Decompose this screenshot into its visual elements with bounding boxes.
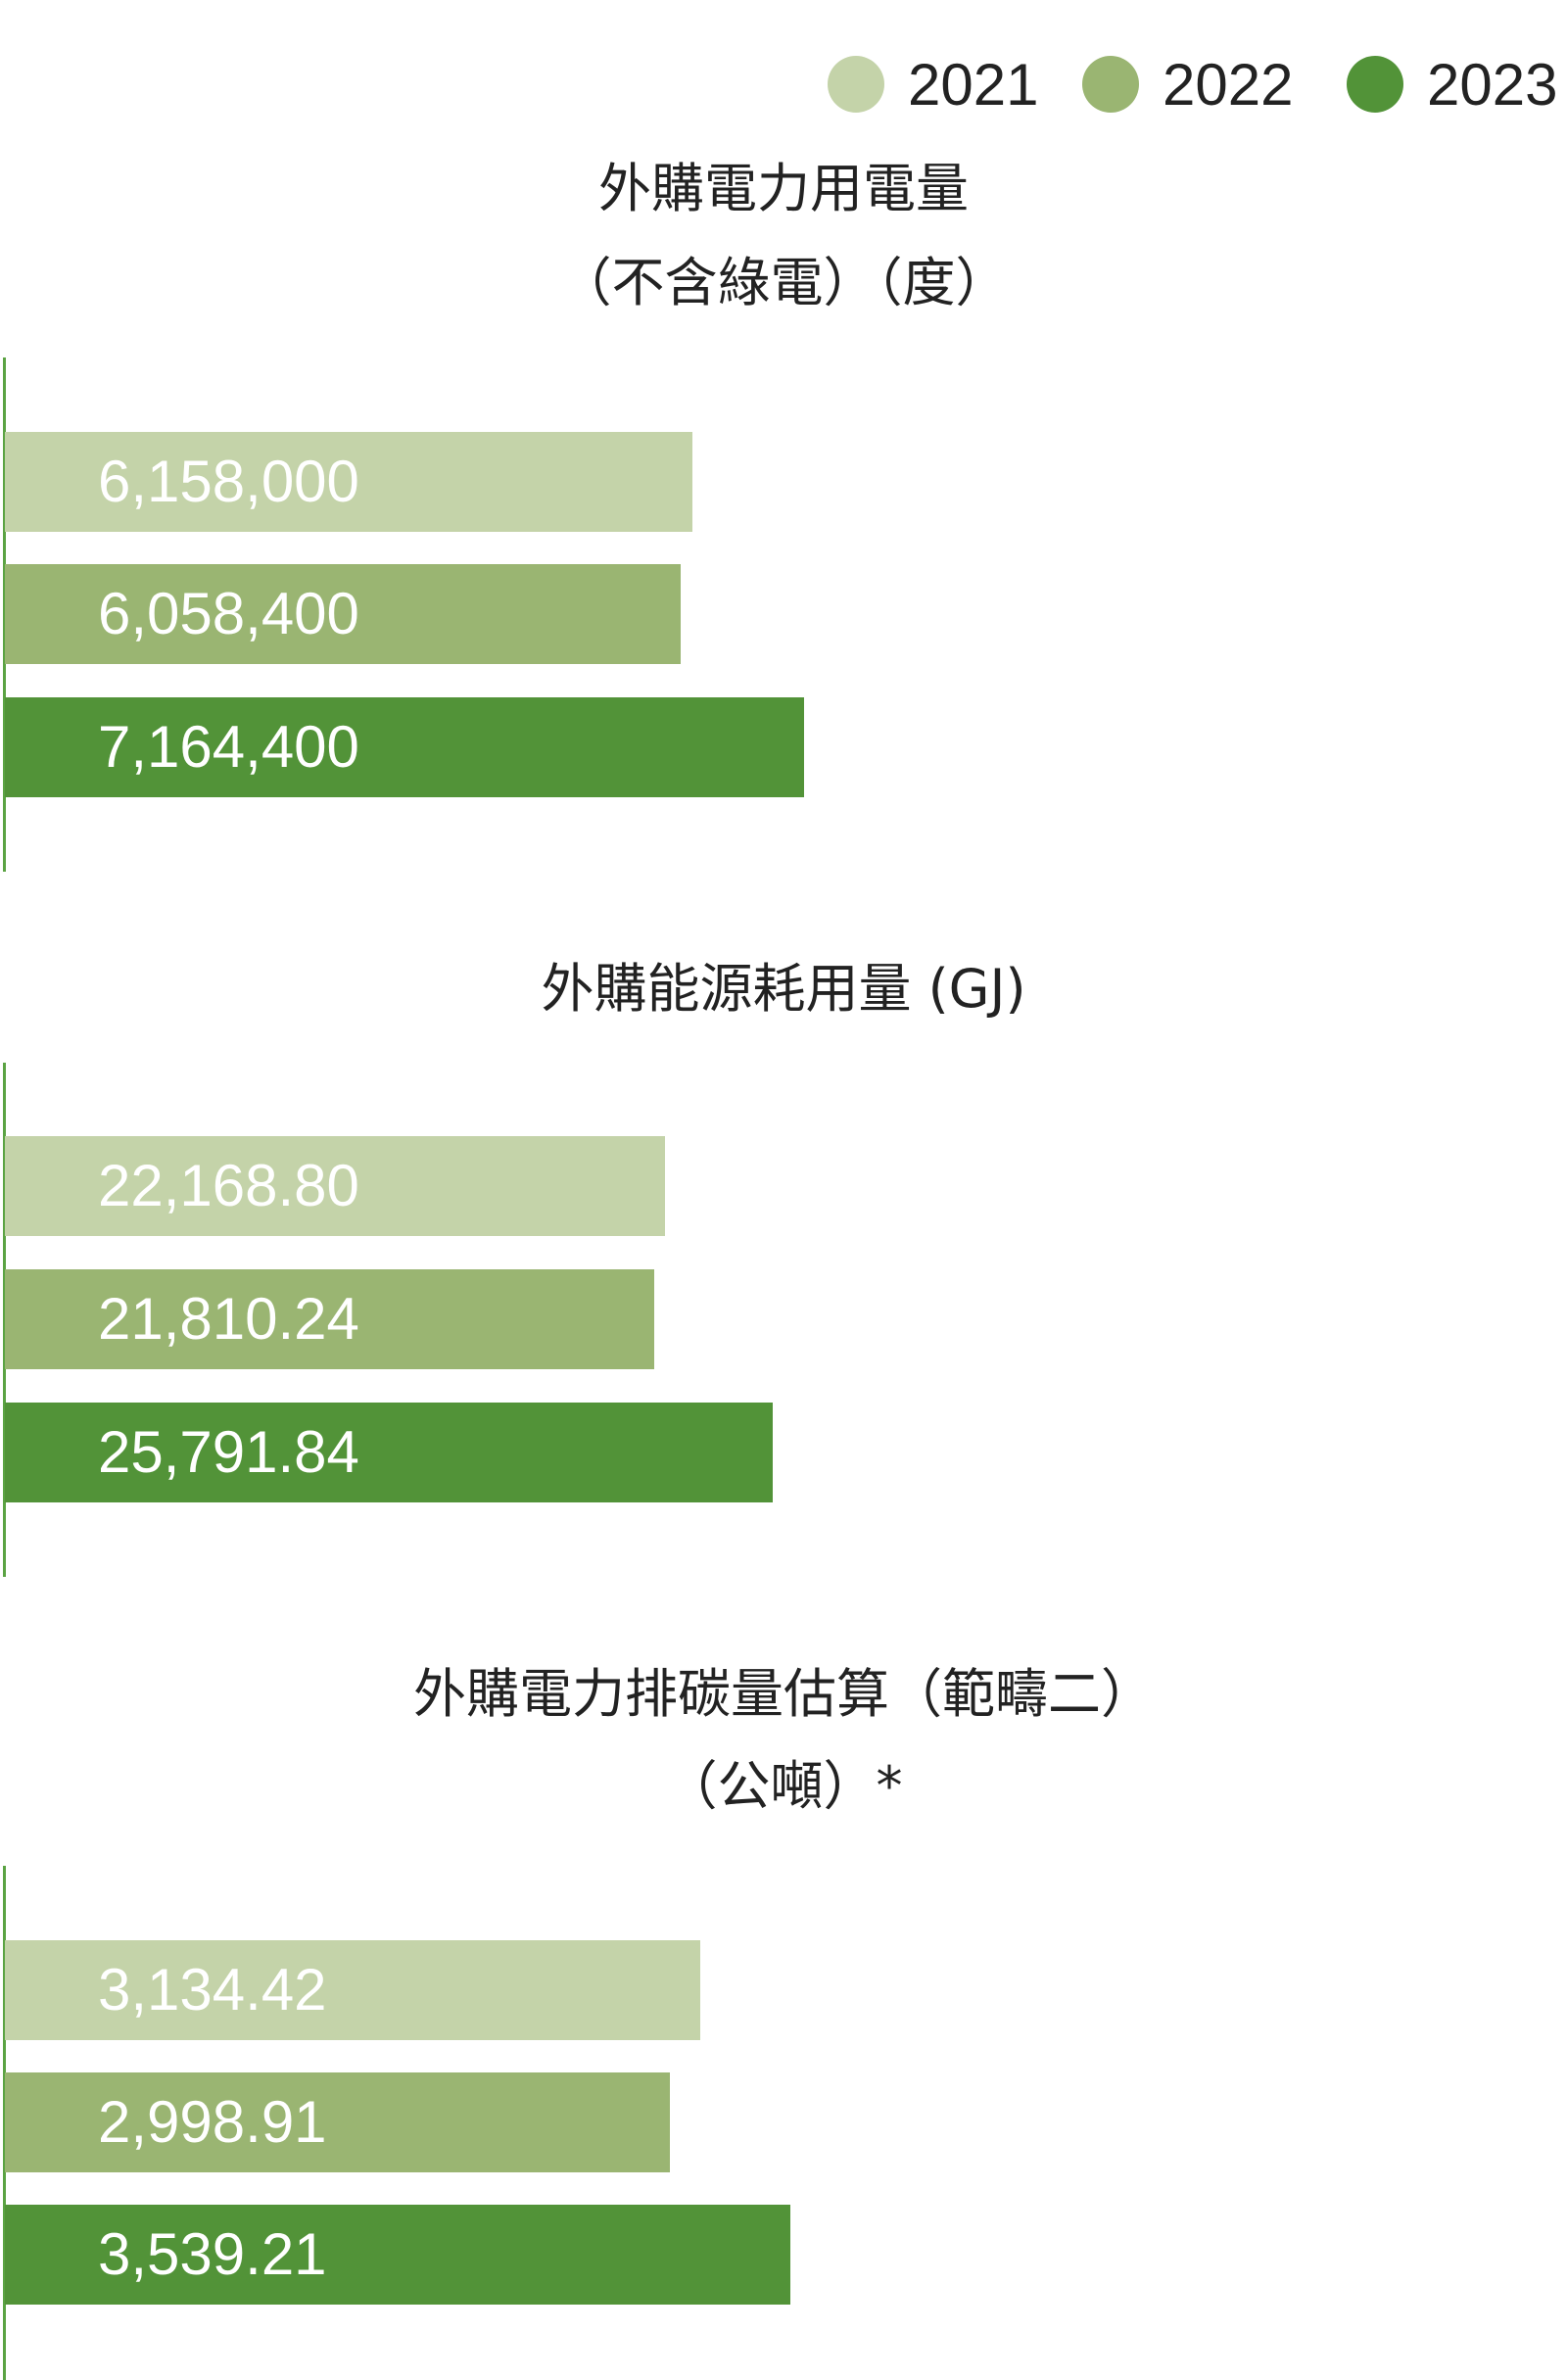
bar-value-label-2023: 3,539.21 — [98, 2221, 327, 2287]
bar-value-label-2022: 6,058,400 — [98, 581, 359, 646]
bar-2023: 3,539.21 — [5, 2205, 790, 2305]
legend: 2021 2022 2023 — [828, 43, 1567, 127]
legend-label-2023: 2023 — [1427, 52, 1558, 118]
bar-2021: 3,134.42 — [5, 1940, 700, 2040]
legend-swatch-2021 — [828, 56, 884, 113]
chart-electricity-usage: 外購電力用電量 （不含綠電）（度） 6,158,000 6,058,400 7,… — [0, 0, 1567, 881]
bar-2021: 6,158,000 — [5, 432, 692, 532]
bar-2022: 6,058,400 — [5, 564, 681, 664]
chart-title-line-1: 外購電力用電量 — [598, 158, 969, 219]
bar-value-label-2021: 3,134.42 — [98, 1957, 327, 2023]
legend-label-2022: 2022 — [1163, 52, 1294, 118]
bar-value-label-2022: 2,998.91 — [98, 2089, 327, 2155]
bar-2022: 2,998.91 — [5, 2072, 670, 2172]
chart-title-line-1: 外購電力排碳量估算（範疇二） — [413, 1663, 1154, 1725]
chart-axis-line — [3, 357, 6, 872]
bar-2022: 21,810.24 — [5, 1269, 654, 1369]
chart-axis-line — [3, 1866, 6, 2380]
chart-title-line-2: （公噸）* — [664, 1755, 903, 1817]
chart-axis-line — [3, 1063, 6, 1577]
chart-energy-consumption: 外購能源耗用量 (GJ) 22,168.80 21,810.24 25,791.… — [3, 958, 1026, 1577]
bar-value-label-2022: 21,810.24 — [98, 1286, 359, 1352]
bar-2021: 22,168.80 — [5, 1136, 665, 1236]
bar-value-label-2023: 7,164,400 — [98, 714, 359, 780]
legend-swatch-2022 — [1082, 56, 1139, 113]
bar-value-label-2021: 22,168.80 — [98, 1153, 359, 1218]
bar-2023: 25,791.84 — [5, 1403, 773, 1502]
chart-title-line-2: （不含綠電）（度） — [558, 252, 1009, 313]
legend-swatch-2023 — [1347, 56, 1403, 113]
bar-2023: 7,164,400 — [5, 697, 804, 797]
bar-value-label-2021: 6,158,000 — [98, 449, 359, 514]
chart-title-line-1: 外購能源耗用量 (GJ) — [541, 958, 1026, 1020]
bar-value-label-2023: 25,791.84 — [98, 1419, 359, 1485]
legend-label-2021: 2021 — [908, 52, 1039, 118]
